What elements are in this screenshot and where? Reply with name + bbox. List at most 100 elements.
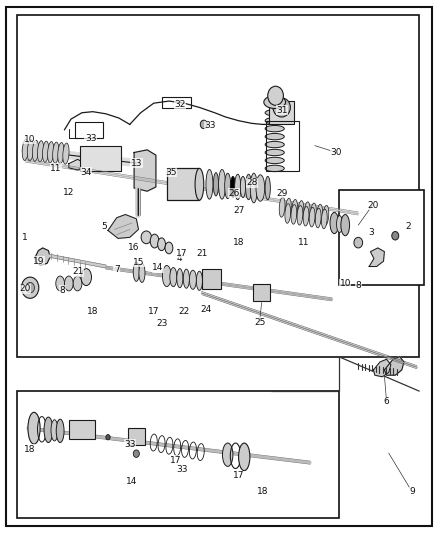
Ellipse shape bbox=[32, 140, 39, 161]
Polygon shape bbox=[134, 150, 156, 191]
Ellipse shape bbox=[330, 213, 339, 233]
Text: 22: 22 bbox=[179, 307, 190, 316]
Text: 8: 8 bbox=[355, 280, 361, 289]
Text: 19: 19 bbox=[33, 257, 44, 265]
Text: 26: 26 bbox=[229, 189, 240, 198]
Ellipse shape bbox=[22, 139, 28, 160]
Ellipse shape bbox=[165, 242, 173, 254]
Ellipse shape bbox=[81, 269, 92, 286]
Ellipse shape bbox=[265, 157, 284, 164]
Text: 33: 33 bbox=[205, 122, 216, 131]
Text: 17: 17 bbox=[176, 249, 188, 258]
Ellipse shape bbox=[311, 203, 316, 223]
Ellipse shape bbox=[321, 209, 327, 229]
Text: 20: 20 bbox=[20, 284, 31, 293]
Circle shape bbox=[392, 231, 399, 240]
Ellipse shape bbox=[150, 234, 159, 248]
Text: 33: 33 bbox=[85, 134, 96, 143]
Text: 13: 13 bbox=[131, 159, 142, 167]
Text: 15: 15 bbox=[133, 258, 144, 266]
Polygon shape bbox=[69, 159, 82, 170]
Text: 7: 7 bbox=[114, 265, 120, 273]
Text: 28: 28 bbox=[246, 178, 258, 187]
Ellipse shape bbox=[239, 443, 250, 471]
Ellipse shape bbox=[286, 198, 291, 219]
Circle shape bbox=[26, 282, 35, 293]
Ellipse shape bbox=[162, 265, 171, 287]
Text: 21: 21 bbox=[196, 249, 207, 258]
Ellipse shape bbox=[177, 269, 183, 288]
Bar bbox=[74, 122, 103, 138]
Bar bbox=[167, 168, 199, 200]
Ellipse shape bbox=[170, 268, 177, 287]
Ellipse shape bbox=[265, 125, 284, 132]
Polygon shape bbox=[374, 359, 391, 377]
Ellipse shape bbox=[28, 413, 40, 444]
Bar bbox=[269, 101, 294, 124]
Ellipse shape bbox=[196, 271, 202, 290]
Ellipse shape bbox=[304, 202, 310, 222]
Ellipse shape bbox=[265, 117, 284, 124]
Ellipse shape bbox=[56, 419, 64, 442]
Text: 10: 10 bbox=[24, 135, 35, 144]
Ellipse shape bbox=[64, 276, 73, 291]
Ellipse shape bbox=[141, 231, 152, 244]
Text: 27: 27 bbox=[233, 206, 244, 215]
Ellipse shape bbox=[206, 169, 213, 199]
Ellipse shape bbox=[48, 142, 54, 163]
Bar bbox=[80, 146, 121, 171]
Ellipse shape bbox=[315, 208, 321, 228]
Ellipse shape bbox=[291, 205, 297, 224]
Ellipse shape bbox=[336, 216, 343, 232]
Circle shape bbox=[21, 277, 39, 298]
Ellipse shape bbox=[42, 141, 49, 163]
Ellipse shape bbox=[292, 199, 297, 220]
Ellipse shape bbox=[298, 200, 304, 221]
Bar bbox=[162, 97, 191, 109]
Ellipse shape bbox=[246, 174, 252, 200]
Polygon shape bbox=[108, 215, 138, 238]
Ellipse shape bbox=[264, 96, 286, 109]
Ellipse shape bbox=[133, 262, 139, 281]
Text: 11: 11 bbox=[298, 238, 310, 247]
Ellipse shape bbox=[44, 417, 53, 442]
Circle shape bbox=[200, 120, 207, 128]
Text: 34: 34 bbox=[81, 167, 92, 176]
Text: 17: 17 bbox=[170, 456, 181, 465]
Ellipse shape bbox=[213, 173, 219, 196]
Text: 25: 25 bbox=[254, 318, 266, 327]
Ellipse shape bbox=[240, 176, 246, 198]
Text: 1: 1 bbox=[22, 233, 28, 242]
Ellipse shape bbox=[251, 173, 257, 203]
Ellipse shape bbox=[265, 165, 284, 172]
Bar bbox=[17, 391, 339, 519]
Text: 3: 3 bbox=[368, 228, 374, 237]
Ellipse shape bbox=[63, 143, 69, 164]
Ellipse shape bbox=[265, 141, 284, 148]
Text: 2: 2 bbox=[406, 222, 411, 231]
Ellipse shape bbox=[273, 98, 290, 117]
Ellipse shape bbox=[265, 176, 270, 200]
Polygon shape bbox=[35, 248, 50, 265]
Text: 9: 9 bbox=[410, 487, 416, 496]
Ellipse shape bbox=[223, 443, 233, 466]
Text: 14: 14 bbox=[126, 477, 138, 486]
Ellipse shape bbox=[158, 238, 166, 251]
Ellipse shape bbox=[189, 270, 196, 289]
Ellipse shape bbox=[37, 141, 44, 162]
Text: 30: 30 bbox=[331, 148, 342, 157]
Text: 6: 6 bbox=[384, 397, 389, 406]
Ellipse shape bbox=[56, 276, 64, 291]
Ellipse shape bbox=[225, 173, 231, 199]
Ellipse shape bbox=[53, 142, 59, 163]
Ellipse shape bbox=[230, 176, 236, 198]
Ellipse shape bbox=[219, 169, 226, 199]
Ellipse shape bbox=[256, 175, 265, 201]
Polygon shape bbox=[369, 248, 385, 266]
Bar bbox=[127, 428, 145, 445]
Ellipse shape bbox=[323, 205, 329, 225]
Text: 24: 24 bbox=[200, 305, 212, 314]
Text: 20: 20 bbox=[368, 201, 379, 210]
Text: 23: 23 bbox=[157, 319, 168, 328]
Circle shape bbox=[354, 237, 363, 248]
